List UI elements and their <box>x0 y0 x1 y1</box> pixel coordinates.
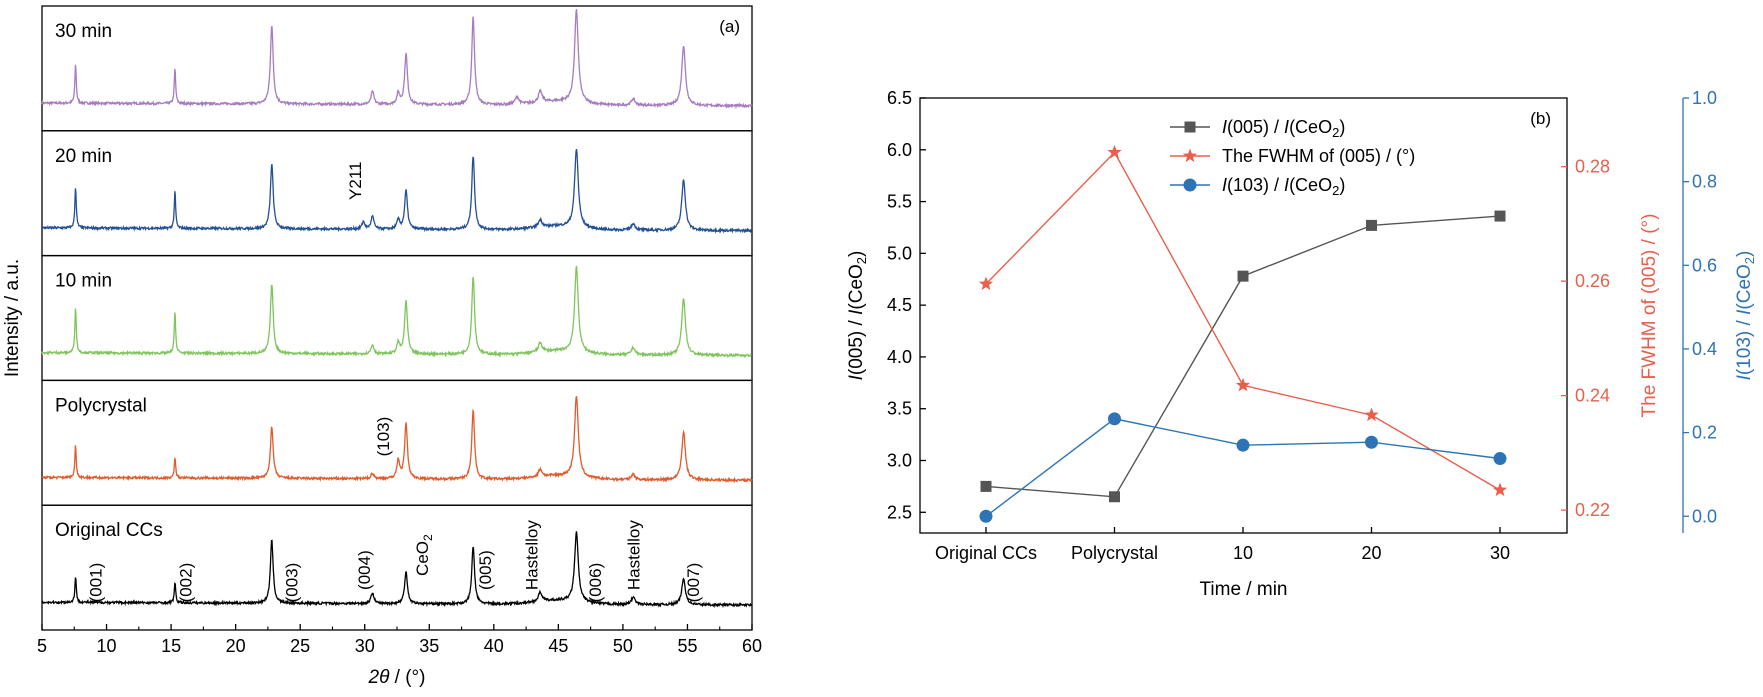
peak-annotation: (103) <box>374 417 393 457</box>
x-tick-label: 45 <box>548 636 568 656</box>
x-tick-label: 25 <box>290 636 310 656</box>
panel-a-x-axis-label: 2θ / (°) <box>368 667 426 688</box>
y-left-tick-label: 4.5 <box>887 295 912 315</box>
data-point <box>1366 219 1377 231</box>
peak-annotation: (003) <box>283 563 302 603</box>
x-tick-label: 30 <box>355 636 375 656</box>
y-right2-tick-label: 0.8 <box>1692 172 1717 192</box>
legend-entry: The FWHM of (005) / (°) <box>1222 146 1415 166</box>
peak-annotation: (006) <box>586 563 605 603</box>
data-point <box>1108 412 1121 426</box>
panel-b-x-axis-label: Time / min <box>1200 579 1288 600</box>
data-point <box>1109 491 1120 503</box>
x-tick-label: Original CCs <box>935 543 1037 563</box>
peak-annotation: Hastelloy <box>523 520 542 590</box>
peak-annotation: (004) <box>355 550 374 590</box>
y-right2-tick-label: 0.0 <box>1692 506 1717 526</box>
data-point <box>979 509 993 523</box>
x-tick-label: 20 <box>226 636 246 656</box>
peak-annotation: (002) <box>177 563 196 603</box>
legend-entry: I(103) / I(CeO2) <box>1222 175 1345 198</box>
y-right1-tick-label: 0.28 <box>1575 157 1610 177</box>
panel-b-ratio-plot: Original CCs Polycrystal 10 20 30 Time / min 2… <box>846 88 1757 600</box>
legend-marker <box>1182 148 1198 163</box>
data-point <box>1494 210 1506 222</box>
series-line <box>985 418 1501 517</box>
x-tick-label: 5 <box>37 636 47 656</box>
data-point <box>1237 270 1249 282</box>
data-point <box>1235 377 1251 392</box>
y-left-tick-label: 5.5 <box>887 192 912 212</box>
panel-a-series-label: 20 min <box>55 146 112 167</box>
y-left-tick-label: 4.0 <box>887 347 912 367</box>
y-right2-tick-label: 0.6 <box>1692 255 1717 275</box>
x-tick-label: 10 <box>1233 543 1253 563</box>
x-tick-label: 15 <box>161 636 181 656</box>
x-tick-label: 55 <box>677 636 697 656</box>
panel-a-series-label: Polycrystal <box>55 395 147 416</box>
xrd-pattern-line <box>41 148 753 234</box>
data-point <box>1364 407 1379 422</box>
peak-annotation: Y211 <box>346 161 365 199</box>
panel-b-right1-axis-label: The FWHM of (005) / (°) <box>1639 214 1660 418</box>
y-right1-tick-label: 0.22 <box>1575 500 1610 520</box>
series-line <box>985 215 1501 498</box>
y-left-tick-label: 3.0 <box>887 451 912 471</box>
x-tick-label: 35 <box>419 636 439 656</box>
panel-a-series-label: Original CCs <box>55 520 163 541</box>
panel-b-label: (b) <box>1530 109 1551 128</box>
y-right1-tick-label: 0.24 <box>1575 386 1610 406</box>
y-right2-tick-label: 0.2 <box>1692 423 1717 443</box>
y-left-tick-label: 5.0 <box>887 243 912 263</box>
peak-annotation: CeO2 <box>413 534 435 576</box>
peak-annotation: (005) <box>476 550 495 590</box>
x-tick-label: Polycrystal <box>1071 543 1158 563</box>
y-left-tick-label: 3.5 <box>887 399 912 419</box>
panel-a-subplot-frame <box>41 130 753 257</box>
data-point <box>1492 482 1508 497</box>
data-point <box>978 276 994 291</box>
panel-b-left-axis-label: I(005) / I(CeO2) <box>846 251 869 381</box>
xrd-pattern-line <box>41 9 753 110</box>
x-tick-label: 10 <box>97 636 117 656</box>
data-point <box>1236 438 1250 452</box>
panel-a-y-axis-label: Intensity / a.u. <box>2 259 23 377</box>
y-right2-tick-label: 0.4 <box>1692 339 1717 359</box>
x-tick-label: 40 <box>484 636 504 656</box>
panel-a-series-label: 10 min <box>55 271 112 292</box>
y-right2-tick-label: 1.0 <box>1692 88 1717 108</box>
y-left-tick-label: 6.5 <box>887 88 912 108</box>
panel-a-subplot-frame <box>41 5 753 132</box>
panel-a-xrd-patterns: 30 min 20 min 10 min Polycrystal Original CC… <box>2 5 762 688</box>
xrd-pattern-line <box>41 396 753 484</box>
legend-marker <box>1183 178 1197 192</box>
data-point <box>1107 144 1122 159</box>
panel-a-subplot-frame <box>41 254 753 382</box>
peak-annotation: (007) <box>684 563 703 603</box>
panel-a-subplot-frame <box>41 379 753 506</box>
y-left-tick-label: 6.0 <box>887 140 912 160</box>
panel-a-series-label: 30 min <box>55 21 112 42</box>
x-tick-label: 60 <box>742 636 762 656</box>
data-point <box>1365 435 1378 449</box>
legend-marker <box>1184 121 1196 133</box>
xrd-pattern-line <box>41 531 753 609</box>
data-point <box>1493 452 1507 466</box>
panel-b-right2-axis-label: I(103) / I(CeO2) <box>1734 251 1757 381</box>
legend-entry: I(005) / I(CeO2) <box>1222 117 1345 140</box>
y-left-tick-label: 2.5 <box>887 502 912 522</box>
y-right1-tick-label: 0.26 <box>1575 271 1610 291</box>
x-tick-label: 50 <box>613 636 633 656</box>
x-tick-label: 30 <box>1490 543 1510 563</box>
peak-annotation: Hastelloy <box>625 520 644 590</box>
data-point <box>980 480 992 492</box>
panel-a-label: (a) <box>719 17 740 36</box>
peak-annotation: (001) <box>86 563 105 603</box>
xrd-pattern-line <box>41 265 753 359</box>
x-tick-label: 20 <box>1361 543 1381 563</box>
